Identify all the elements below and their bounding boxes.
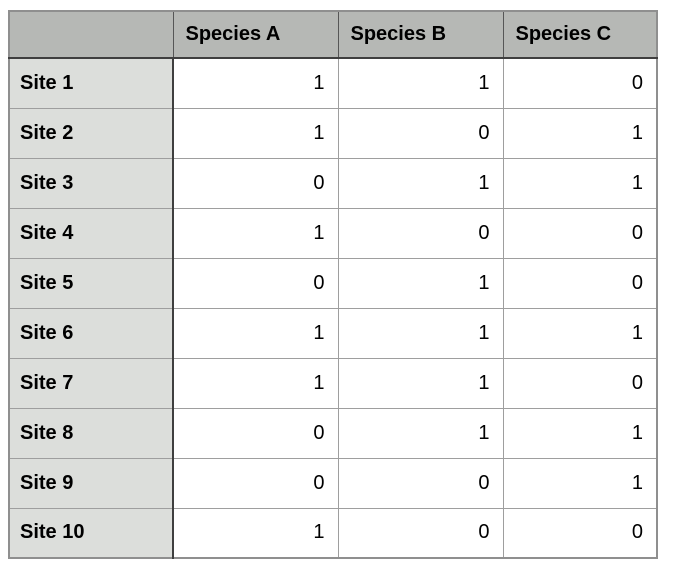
data-cell: 0 xyxy=(172,407,339,459)
table-header: Species A Species B Species C xyxy=(8,10,658,59)
table-body: Site 1 1 1 0 Site 2 1 0 1 Site 3 0 1 1 Site 4 1 0 0 Site… xyxy=(8,57,658,559)
data-cell: 1 xyxy=(502,457,658,509)
data-cell: 1 xyxy=(172,107,339,159)
species-presence-table-container: Species A Species B Species C Site 1 1 1 0 Sit… xyxy=(8,10,658,559)
row-label: Site 2 xyxy=(8,107,174,159)
data-cell: 1 xyxy=(172,57,339,109)
data-cell: 0 xyxy=(337,457,504,509)
data-cell: 0 xyxy=(337,207,504,259)
row-label: Site 4 xyxy=(8,207,174,259)
data-cell: 1 xyxy=(337,57,504,109)
data-cell: 1 xyxy=(337,357,504,409)
data-cell: 0 xyxy=(337,107,504,159)
row-label: Site 5 xyxy=(8,257,174,309)
data-cell: 1 xyxy=(502,157,658,209)
data-cell: 0 xyxy=(502,57,658,109)
data-cell: 1 xyxy=(337,157,504,209)
data-cell: 0 xyxy=(172,457,339,509)
data-cell: 1 xyxy=(172,307,339,359)
data-cell: 1 xyxy=(172,207,339,259)
column-header: Species A xyxy=(172,10,339,59)
row-label: Site 8 xyxy=(8,407,174,459)
data-cell: 1 xyxy=(172,507,339,559)
column-header: Species B xyxy=(337,10,504,59)
data-cell: 0 xyxy=(337,507,504,559)
row-label: Site 7 xyxy=(8,357,174,409)
header-row: Species A Species B Species C xyxy=(8,10,658,59)
data-cell: 1 xyxy=(502,407,658,459)
row-label: Site 1 xyxy=(8,57,174,109)
species-presence-table: Species A Species B Species C Site 1 1 1 0 Sit… xyxy=(8,10,658,559)
data-cell: 1 xyxy=(502,307,658,359)
data-cell: 0 xyxy=(502,357,658,409)
data-cell: 1 xyxy=(337,407,504,459)
table-row: Site 10 1 0 0 xyxy=(8,507,658,559)
data-cell: 0 xyxy=(172,257,339,309)
data-cell: 0 xyxy=(172,157,339,209)
data-cell: 0 xyxy=(502,507,658,559)
row-label: Site 10 xyxy=(8,507,174,559)
data-cell: 1 xyxy=(502,107,658,159)
row-label: Site 9 xyxy=(8,457,174,509)
data-cell: 1 xyxy=(172,357,339,409)
data-cell: 1 xyxy=(337,307,504,359)
row-label: Site 3 xyxy=(8,157,174,209)
row-label: Site 6 xyxy=(8,307,174,359)
corner-cell xyxy=(8,10,174,59)
data-cell: 1 xyxy=(337,257,504,309)
data-cell: 0 xyxy=(502,207,658,259)
data-cell: 0 xyxy=(502,257,658,309)
column-header: Species C xyxy=(502,10,658,59)
